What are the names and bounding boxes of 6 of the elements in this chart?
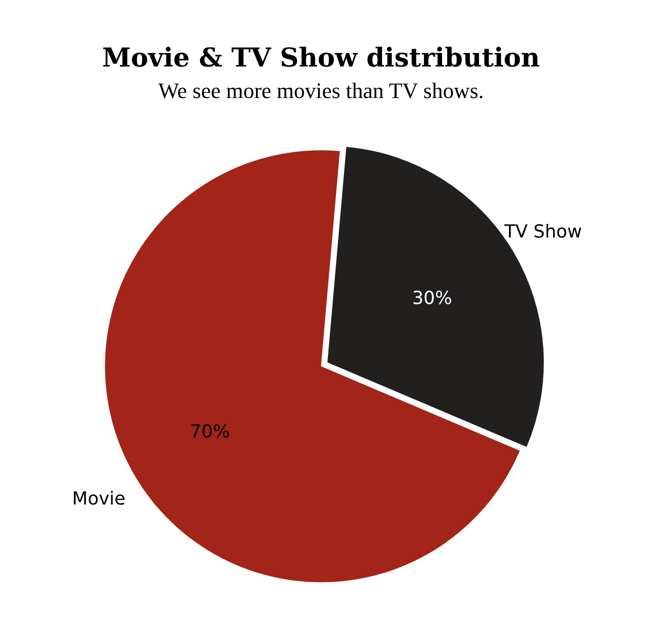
chart-subtitle: We see more movies than TV shows.	[158, 78, 484, 104]
slice-label: Movie	[72, 488, 126, 510]
chart-title: Movie & TV Show distribution	[102, 43, 540, 74]
data-label: 70%	[190, 422, 230, 443]
data-label: 30%	[412, 288, 452, 310]
slice-label: TV Show	[503, 221, 582, 242]
